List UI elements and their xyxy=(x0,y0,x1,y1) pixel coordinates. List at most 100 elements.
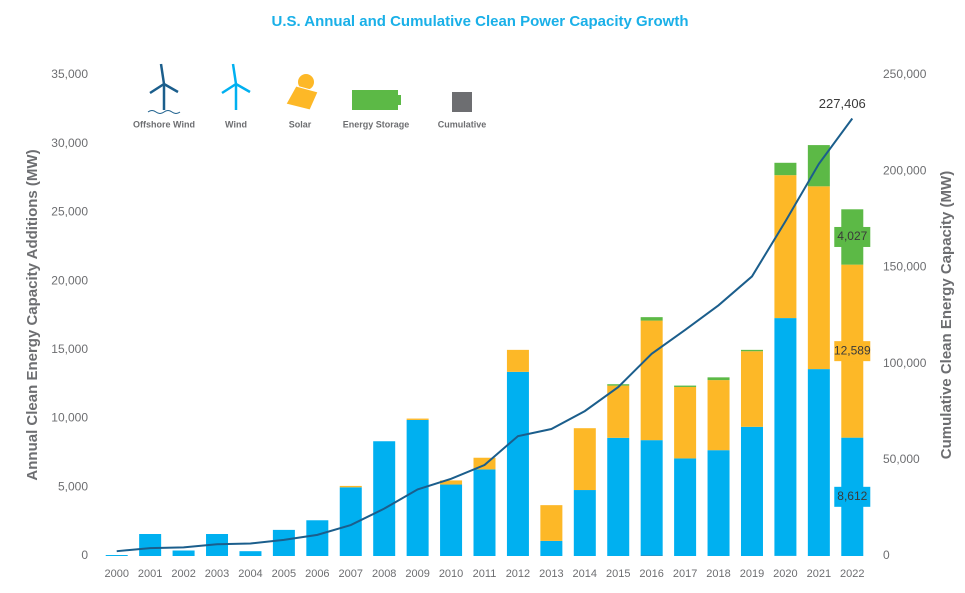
y2-tick-label: 250,000 xyxy=(883,67,927,81)
bar xyxy=(774,175,797,319)
y2-tick-label: 50,000 xyxy=(883,452,920,466)
bar xyxy=(607,384,630,386)
x-tick-label: 2013 xyxy=(539,568,563,580)
y-tick-label: 5,000 xyxy=(58,479,88,493)
y-tick-label: 25,000 xyxy=(51,205,88,219)
bar xyxy=(674,458,697,556)
x-tick-label: 2007 xyxy=(339,568,363,580)
y2-axis-title: Cumulative Clean Energy Capacity (MW) xyxy=(938,171,955,459)
bar xyxy=(406,419,429,556)
x-tick-label: 2011 xyxy=(473,568,497,580)
bar xyxy=(807,186,830,370)
x-tick-label: 2015 xyxy=(606,568,630,580)
bar xyxy=(506,349,529,372)
bar xyxy=(640,440,663,556)
bar xyxy=(774,162,797,176)
x-tick-label: 2004 xyxy=(238,568,262,580)
x-tick-label: 2012 xyxy=(506,568,530,580)
value-label: 8,612 xyxy=(837,489,867,503)
bar xyxy=(440,480,463,485)
x-tick-label: 2009 xyxy=(405,568,429,580)
bar xyxy=(540,540,563,556)
x-tick-label: 2022 xyxy=(840,568,864,580)
bar xyxy=(272,529,295,556)
bar xyxy=(740,349,763,352)
bar xyxy=(740,351,763,427)
x-tick-label: 2001 xyxy=(138,568,162,580)
bar xyxy=(573,428,596,491)
legend-label: Cumulative xyxy=(438,119,487,129)
bar xyxy=(473,469,496,556)
value-label-box xyxy=(834,226,871,247)
bar xyxy=(105,555,128,556)
bar xyxy=(740,426,763,556)
bar xyxy=(306,520,329,556)
y2-tick-label: 200,000 xyxy=(883,163,927,177)
y-tick-label: 20,000 xyxy=(51,273,88,287)
bar xyxy=(339,487,362,556)
legend-icon xyxy=(285,85,319,111)
bar xyxy=(239,551,262,556)
value-label: 12,589 xyxy=(834,343,871,357)
y-axis-title: Annual Clean Energy Capacity Additions (… xyxy=(24,149,41,480)
legend-item: Cumulative xyxy=(438,92,487,129)
x-tick-label: 2018 xyxy=(706,568,730,580)
chart-title: U.S. Annual and Cumulative Clean Power C… xyxy=(271,13,688,30)
bar xyxy=(440,484,463,556)
legend-label: Offshore Wind xyxy=(133,119,195,129)
x-tick-label: 2021 xyxy=(807,568,831,580)
x-tick-label: 2017 xyxy=(673,568,697,580)
bar xyxy=(607,385,630,438)
bar xyxy=(406,418,429,420)
legend-icon xyxy=(398,95,401,105)
y-tick-label: 30,000 xyxy=(51,136,88,150)
value-label: 227,406 xyxy=(819,96,866,111)
y-tick-label: 10,000 xyxy=(51,411,88,425)
value-label: 4,027 xyxy=(837,229,867,243)
x-tick-label: 2006 xyxy=(305,568,329,580)
legend-icon xyxy=(147,110,181,114)
legend-icon xyxy=(298,74,314,90)
legend-label: Solar xyxy=(289,119,312,129)
bar xyxy=(640,320,663,441)
x-tick-label: 2020 xyxy=(773,568,797,580)
legend-icon xyxy=(452,92,472,112)
bar xyxy=(540,505,563,541)
legend-item: Offshore Wind xyxy=(133,63,195,129)
bar xyxy=(339,485,362,488)
value-label-box xyxy=(834,486,871,507)
legend-item: Wind xyxy=(221,63,251,129)
y-tick-label: 35,000 xyxy=(51,67,88,81)
x-tick-label: 2000 xyxy=(104,568,128,580)
y2-tick-label: 150,000 xyxy=(883,260,927,274)
legend-label: Energy Storage xyxy=(343,119,410,129)
y-tick-label: 15,000 xyxy=(51,342,88,356)
y2-tick-label: 0 xyxy=(883,548,890,562)
bar xyxy=(506,371,529,556)
x-tick-label: 2003 xyxy=(205,568,229,580)
cumulative-line xyxy=(116,117,854,553)
legend-icon xyxy=(221,63,251,95)
x-tick-label: 2008 xyxy=(372,568,396,580)
bar xyxy=(373,441,396,556)
y-tick-label: 0 xyxy=(81,548,88,562)
x-tick-label: 2016 xyxy=(639,568,663,580)
value-label-box xyxy=(834,341,871,362)
x-tick-label: 2019 xyxy=(740,568,764,580)
x-tick-label: 2014 xyxy=(573,568,597,580)
bar xyxy=(573,490,596,556)
bar xyxy=(707,377,730,381)
bar xyxy=(807,369,830,556)
bar xyxy=(172,550,195,556)
legend-item: Energy Storage xyxy=(343,90,410,129)
bar xyxy=(607,437,630,556)
bar xyxy=(473,457,496,470)
bar xyxy=(139,534,162,556)
bar xyxy=(707,450,730,556)
legend-label: Wind xyxy=(225,119,247,129)
legend-icon xyxy=(352,90,398,110)
legend-icon xyxy=(149,63,179,95)
bar xyxy=(774,318,797,556)
